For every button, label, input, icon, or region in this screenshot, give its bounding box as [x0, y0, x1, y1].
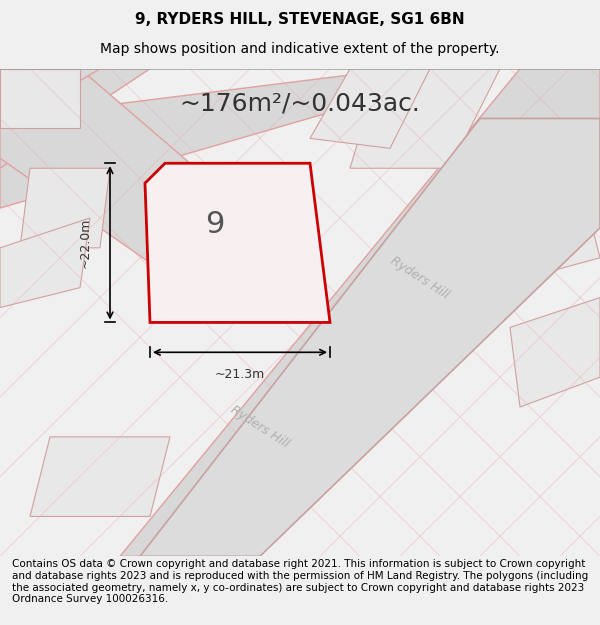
Polygon shape — [0, 69, 80, 129]
Polygon shape — [0, 69, 100, 129]
Polygon shape — [140, 119, 600, 556]
Text: Ryders Hill: Ryders Hill — [388, 254, 452, 301]
Polygon shape — [0, 69, 150, 168]
Text: Map shows position and indicative extent of the property.: Map shows position and indicative extent… — [100, 42, 500, 56]
Polygon shape — [310, 69, 430, 148]
Polygon shape — [510, 298, 600, 407]
Text: Ryders Hill: Ryders Hill — [229, 403, 292, 451]
Polygon shape — [0, 69, 480, 208]
Polygon shape — [30, 437, 170, 516]
Polygon shape — [350, 69, 500, 168]
Polygon shape — [0, 69, 300, 298]
Text: 9, RYDERS HILL, STEVENAGE, SG1 6BN: 9, RYDERS HILL, STEVENAGE, SG1 6BN — [135, 12, 465, 27]
Text: Contains OS data © Crown copyright and database right 2021. This information is : Contains OS data © Crown copyright and d… — [12, 559, 588, 604]
FancyBboxPatch shape — [0, 69, 600, 556]
Polygon shape — [470, 178, 600, 288]
Text: 9: 9 — [205, 210, 224, 239]
Polygon shape — [20, 168, 110, 248]
Text: ~176m²/~0.043ac.: ~176m²/~0.043ac. — [179, 92, 421, 116]
Text: ~22.0m: ~22.0m — [79, 217, 91, 268]
Polygon shape — [0, 218, 90, 308]
Polygon shape — [120, 69, 600, 556]
Polygon shape — [145, 163, 330, 322]
Text: ~21.3m: ~21.3m — [215, 368, 265, 381]
